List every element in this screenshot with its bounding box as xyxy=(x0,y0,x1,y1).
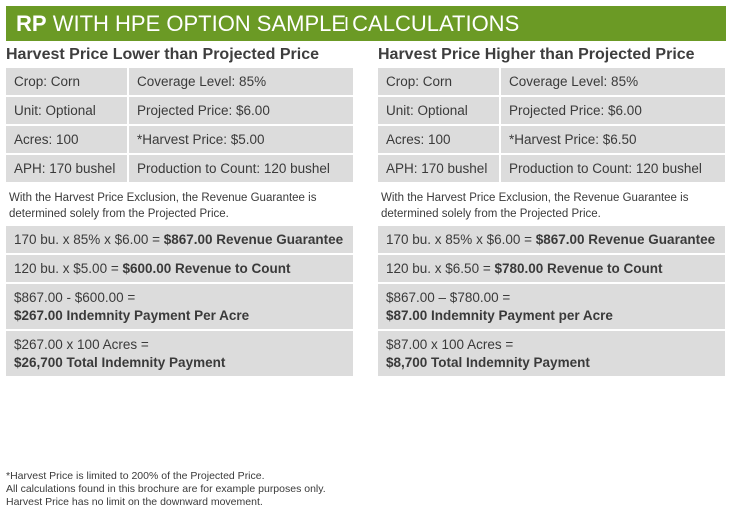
right-heading: Harvest Price Higher than Projected Pric… xyxy=(378,46,695,63)
calc-expression: 120 bu. x $5.00 = xyxy=(14,261,123,276)
cell-projected-price: Projected Price: $6.00 xyxy=(129,97,353,126)
table-row: Unit: Optional Projected Price: $6.00 xyxy=(6,97,353,126)
calc-result: $26,700 Total Indemnity Payment xyxy=(14,355,226,370)
calc-result: $267.00 Indemnity Payment Per Acre xyxy=(14,308,250,323)
cell-crop: Crop: Corn xyxy=(6,68,129,97)
footnote-downward-movement: Harvest Price has no limit on the downwa… xyxy=(6,496,263,508)
cell-unit: Unit: Optional xyxy=(6,97,129,126)
calc-expression: 120 bu. x $6.50 = xyxy=(386,261,495,276)
left-calc-revenue: 120 bu. x $5.00 = $600.00 Revenue to Cou… xyxy=(6,255,353,284)
left-note: With the Harvest Price Exclusion, the Re… xyxy=(9,192,317,220)
cell-acres: Acres: 100 xyxy=(6,126,129,155)
left-heading: Harvest Price Lower than Projected Price xyxy=(6,46,320,63)
text-cursor-icon: I xyxy=(344,14,350,34)
cell-harvest-price: *Harvest Price: $6.50 xyxy=(501,126,725,155)
left-calc-total: $267.00 x 100 Acres = $26,700 Total Inde… xyxy=(6,331,353,378)
table-row: Crop: Corn Coverage Level: 85% xyxy=(6,68,353,97)
calc-expression: $267.00 x 100 Acres = xyxy=(14,337,149,352)
left-calc-indemnity-acre: $867.00 - $600.00 = $267.00 Indemnity Pa… xyxy=(6,284,353,331)
table-row: Acres: 100 *Harvest Price: $5.00 xyxy=(6,126,353,155)
banner-title-bold: RP xyxy=(16,11,47,36)
cell-aph: APH: 170 bushel xyxy=(6,155,129,184)
calc-result: $867.00 Revenue Guarantee xyxy=(535,232,716,247)
calc-expression: 170 bu. x 85% x $6.00 = xyxy=(386,232,536,247)
table-row: APH: 170 bushel Production to Count: 120… xyxy=(6,155,353,184)
right-example: Harvest Price Higher than Projected Pric… xyxy=(378,44,730,378)
right-calc-guarantee: 170 bu. x 85% x $6.00 = $867.00 Revenue … xyxy=(378,226,725,255)
cell-unit: Unit: Optional xyxy=(378,97,501,126)
cell-production: Production to Count: 120 bushel xyxy=(501,155,725,184)
cell-acres: Acres: 100 xyxy=(378,126,501,155)
cell-harvest-price: *Harvest Price: $5.00 xyxy=(129,126,353,155)
calc-expression: 170 bu. x 85% x $6.00 = xyxy=(14,232,164,247)
cell-projected-price: Projected Price: $6.00 xyxy=(501,97,725,126)
cell-coverage: Coverage Level: 85% xyxy=(501,68,725,97)
banner-title-rest: WITH HPE OPTION SAMPLE CALCULATIONS xyxy=(52,11,520,36)
calc-expression: $867.00 - $600.00 = xyxy=(14,290,136,305)
footnote-harvest-limit: *Harvest Price is limited to 200% of the… xyxy=(6,470,265,482)
table-row: APH: 170 bushel Production to Count: 120… xyxy=(378,155,725,184)
calc-result: $87.00 Indemnity Payment per Acre xyxy=(386,308,613,323)
table-row: Acres: 100 *Harvest Price: $6.50 xyxy=(378,126,725,155)
calc-expression: $867.00 – $780.00 = xyxy=(386,290,511,305)
left-input-grid: Crop: Corn Coverage Level: 85% Unit: Opt… xyxy=(6,68,353,184)
cell-crop: Crop: Corn xyxy=(378,68,501,97)
footnotes: *Harvest Price is limited to 200% of the… xyxy=(6,470,326,509)
table-row: Crop: Corn Coverage Level: 85% xyxy=(378,68,725,97)
calc-result: $8,700 Total Indemnity Payment xyxy=(386,355,590,370)
page-banner: RP WITH HPE OPTION SAMPLE CALCULATIONS I xyxy=(6,6,726,41)
cell-production: Production to Count: 120 bushel xyxy=(129,155,353,184)
calc-result: $600.00 Revenue to Count xyxy=(122,261,291,276)
table-row: Unit: Optional Projected Price: $6.00 xyxy=(378,97,725,126)
calc-result: $780.00 Revenue to Count xyxy=(494,261,663,276)
left-example: Harvest Price Lower than Projected Price… xyxy=(6,44,358,378)
right-calc-indemnity-acre: $867.00 – $780.00 = $87.00 Indemnity Pay… xyxy=(378,284,725,331)
right-calc-revenue: 120 bu. x $6.50 = $780.00 Revenue to Cou… xyxy=(378,255,725,284)
calc-expression: $87.00 x 100 Acres = xyxy=(386,337,514,352)
right-note: With the Harvest Price Exclusion, the Re… xyxy=(381,192,689,220)
footnote-example-purposes: All calculations found in this brochure … xyxy=(6,483,326,495)
right-input-grid: Crop: Corn Coverage Level: 85% Unit: Opt… xyxy=(378,68,725,184)
cell-aph: APH: 170 bushel xyxy=(378,155,501,184)
cell-coverage: Coverage Level: 85% xyxy=(129,68,353,97)
right-calc-total: $87.00 x 100 Acres = $8,700 Total Indemn… xyxy=(378,331,725,378)
calc-result: $867.00 Revenue Guarantee xyxy=(163,232,344,247)
left-calc-guarantee: 170 bu. x 85% x $6.00 = $867.00 Revenue … xyxy=(6,226,353,255)
